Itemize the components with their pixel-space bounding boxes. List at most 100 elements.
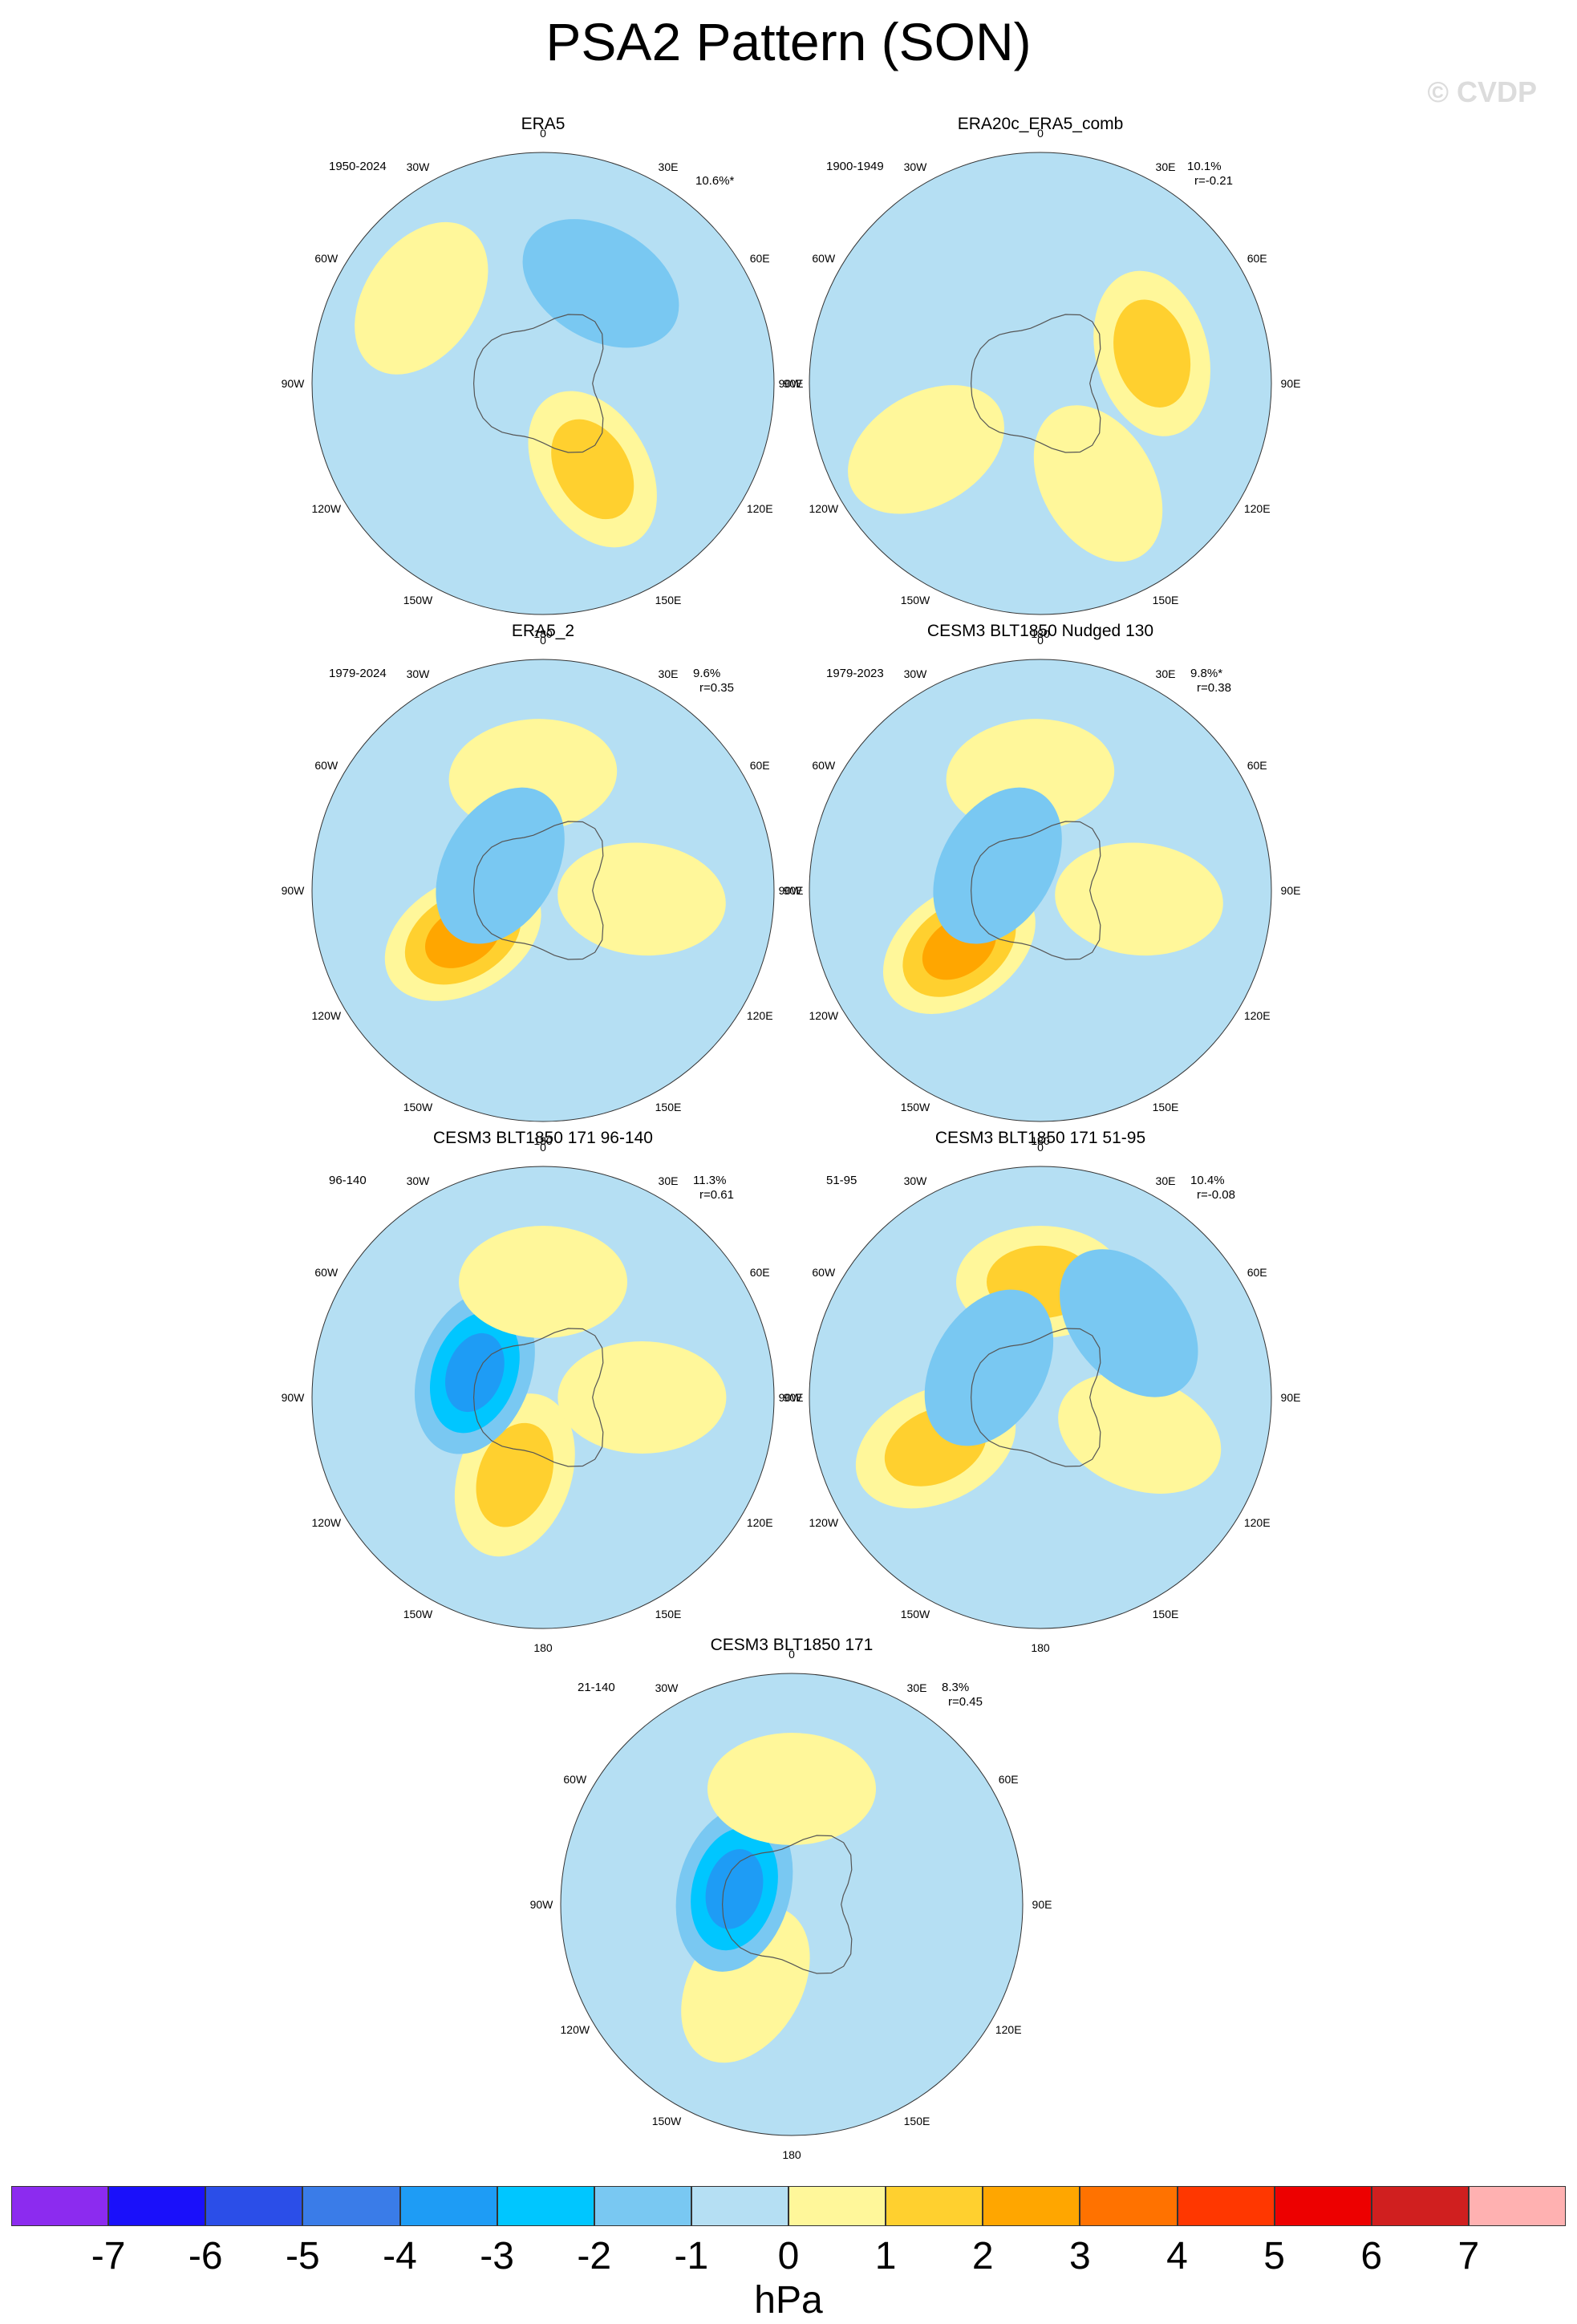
longitude-tick-label: 150W [403, 594, 433, 606]
colorbar-box [399, 2186, 497, 2226]
polar-map: 0 30E 60E 90E 120E 150E 180 150W 120W 90W 60W 30W [282, 634, 804, 1147]
map-panel-cesm3-51-95: CESM3 BLT1850 171 51-95 51-95 10.4% r=-0… [779, 1129, 1301, 1654]
anomaly-contour-4-level-1 [924, 1289, 1054, 1446]
longitude-tick-label: 90E [784, 884, 804, 897]
longitude-tick-label: 0 [1037, 1141, 1044, 1154]
longitude-tick-label: 90W [779, 1391, 803, 1404]
antarctica-coastline [472, 821, 604, 960]
colorbar-tick-label: 3 [1069, 2235, 1091, 2277]
colorbar-tick-label: -5 [286, 2235, 320, 2277]
panel-variance: 11.3% [693, 1174, 727, 1187]
longitude-tick-label: 120W [809, 1009, 839, 1022]
polar-map: 0 30E 60E 90E 120E 150E 180 150W 120W 90W 60W 30W [282, 1141, 804, 1654]
panel-title: CESM3 BLT1850 Nudged 130 [926, 622, 1154, 640]
map-boundary [809, 659, 1272, 1122]
colorbar-box [302, 2186, 400, 2226]
anomaly-contour-2-level-1 [557, 1341, 727, 1454]
watermark: © CVDP [1427, 75, 1537, 108]
polar-map: 0 30E 60E 90E 120E 150E 180 150W 120W 90W 60W 30W [530, 1648, 1052, 2161]
panel-title: ERA5_2 [511, 622, 575, 640]
map-panel-era5: ERA5 1950-2024 10.6%* 0 30E 60E 90E 120E 150E… [282, 115, 804, 640]
longitude-tick-label: 0 [540, 127, 546, 140]
longitude-tick-label: 180 [533, 1641, 553, 1654]
colorbar-box [691, 2186, 788, 2226]
longitude-tick-label: 150W [403, 1608, 433, 1620]
longitude-tick-label: 60W [314, 1266, 339, 1279]
colorbar-box [983, 2186, 1080, 2226]
longitude-tick-label: 120E [1244, 502, 1271, 515]
longitude-tick-label: 60W [563, 1773, 587, 1786]
antarctica-coastline [970, 1328, 1101, 1467]
longitude-tick-label: 30E [659, 667, 679, 680]
longitude-tick-label: 150E [1153, 594, 1179, 606]
panel-variance: 10.6%* [695, 174, 735, 188]
longitude-tick-label: 30E [1156, 1174, 1176, 1187]
map-panel-era5-2: ERA5_2 1979-2024 9.6% r=0.35 0 30E 60E 90E 1… [282, 622, 804, 1147]
colorbar-tick-label: 0 [777, 2235, 800, 2277]
anomaly-contour-1-level-1 [1055, 842, 1223, 956]
panel-title: CESM3 BLT1850 171 96-140 [433, 1129, 653, 1147]
longitude-tick-label: 90W [282, 1391, 306, 1404]
panel-title: CESM3 BLT1850 171 51-95 [934, 1129, 1146, 1147]
longitude-tick-label: 60W [812, 252, 836, 265]
colorbar-tick-label: 7 [1457, 2235, 1480, 2277]
panel-period: 1979-2024 [329, 667, 387, 680]
longitude-tick-label: 0 [540, 1141, 546, 1154]
polar-map: 0 30E 60E 90E 120E 150E 180 150W 120W 90W 60W 30W [282, 127, 804, 640]
longitude-tick-label: 120W [561, 2023, 590, 2036]
longitude-tick-label: 60W [812, 1266, 836, 1279]
longitude-tick-label: 90W [282, 377, 306, 390]
colorbar-box [594, 2186, 691, 2226]
longitude-tick-label: 90E [784, 377, 804, 390]
panel-variance: 10.1% [1187, 160, 1222, 173]
longitude-tick-label: 90W [779, 884, 803, 897]
longitude-tick-label: 120E [1244, 1516, 1271, 1529]
panel-period: 1950-2024 [329, 160, 387, 173]
longitude-tick-label: 30E [1156, 667, 1176, 680]
anomaly-contour-1-level-1 [522, 219, 679, 348]
longitude-tick-label: 120W [809, 502, 839, 515]
colorbar-tick-label: 4 [1166, 2235, 1188, 2277]
anomaly-contour-1-level-3 [705, 1849, 764, 1929]
longitude-tick-label: 90E [1032, 1898, 1052, 1911]
map-boundary [311, 1166, 775, 1629]
longitude-tick-label: 30W [904, 1174, 928, 1187]
panel-correlation: r=0.61 [699, 1188, 734, 1202]
longitude-tick-label: 180 [782, 2148, 801, 2161]
map-panel-cesm3-96-140: CESM3 BLT1850 171 96-140 96-140 11.3% r=… [282, 1129, 804, 1654]
colorbar-box [1080, 2186, 1178, 2226]
map-boundary [809, 152, 1272, 615]
panel-variance: 10.4% [1190, 1174, 1225, 1187]
longitude-tick-label: 30W [407, 160, 431, 173]
longitude-tick-label: 60W [314, 759, 339, 772]
colorbar-box [11, 2186, 109, 2226]
longitude-tick-label: 30W [407, 1174, 431, 1187]
longitude-tick-label: 0 [540, 634, 546, 647]
longitude-tick-label: 30W [904, 160, 928, 173]
longitude-tick-label: 120E [747, 502, 773, 515]
longitude-tick-label: 120W [312, 1009, 342, 1022]
colorbar-tick-label: 2 [971, 2235, 994, 2277]
anomaly-contour-3-level-1 [1060, 1249, 1198, 1397]
longitude-tick-label: 0 [1037, 634, 1044, 647]
colorbar-tick-label: 5 [1263, 2235, 1285, 2277]
zero-contour-background [312, 152, 774, 614]
longitude-tick-label: 30W [407, 667, 431, 680]
colorbar-tick-label: 1 [874, 2235, 897, 2277]
longitude-tick-label: 150E [655, 1608, 682, 1620]
longitude-tick-label: 30W [904, 667, 928, 680]
colorbar-box [108, 2186, 206, 2226]
longitude-tick-label: 120W [312, 1516, 342, 1529]
antarctica-coastline [472, 314, 604, 453]
longitude-tick-label: 120W [809, 1516, 839, 1529]
panel-correlation: r=0.35 [699, 681, 734, 695]
longitude-tick-label: 30E [659, 160, 679, 173]
anomaly-contour-0-level-2 [1113, 299, 1191, 408]
longitude-tick-label: 90W [779, 377, 803, 390]
longitude-tick-label: 150W [901, 594, 930, 606]
colorbar-tick-label: -6 [188, 2235, 223, 2277]
polar-map: 0 30E 60E 90E 120E 150E 180 150W 120W 90W 60W 30W [779, 1141, 1301, 1654]
panel-correlation: r=-0.21 [1194, 174, 1233, 188]
colorbar-tick-label: -3 [480, 2235, 514, 2277]
longitude-tick-label: 180 [1031, 1641, 1050, 1654]
